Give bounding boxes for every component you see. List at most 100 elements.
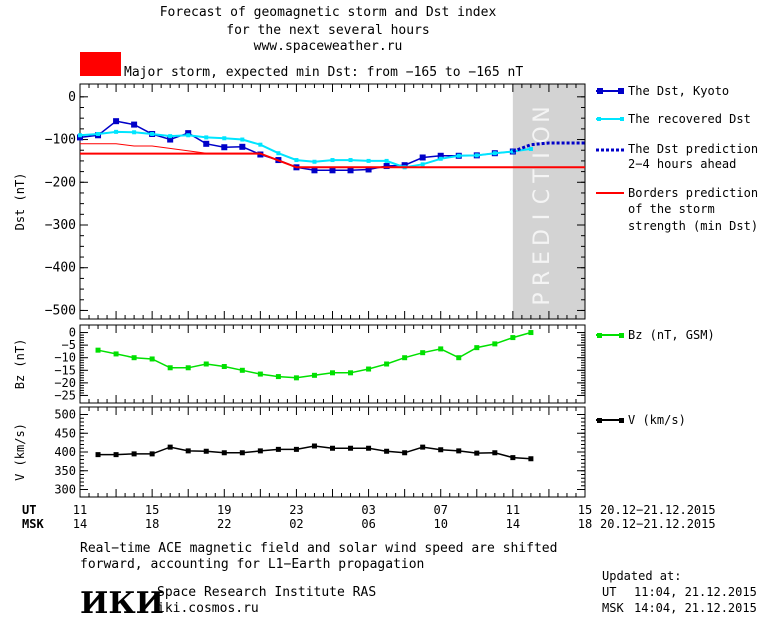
- data-point: [366, 158, 371, 163]
- title-line-1: Forecast of geomagnetic storm and Dst in…: [160, 5, 497, 20]
- data-point: [384, 158, 389, 163]
- storm-label: Major storm, expected min Dst: from −165…: [124, 65, 523, 80]
- data-point: [239, 367, 245, 373]
- data-point: [96, 131, 101, 136]
- data-point: [438, 156, 443, 161]
- data-point: [239, 450, 245, 456]
- legend-v-marker: [619, 418, 624, 423]
- data-point: [437, 152, 444, 159]
- legend-bz-marker: [619, 333, 624, 338]
- data-point: [221, 144, 228, 151]
- y-tick-label: −300: [45, 218, 76, 233]
- legend-borders-label-2: of the storm: [628, 202, 715, 216]
- data-point: [420, 350, 426, 356]
- data-point: [131, 355, 137, 361]
- data-point: [438, 447, 444, 453]
- data-point: [113, 118, 120, 125]
- prediction-letter: T: [530, 169, 555, 184]
- data-point: [402, 450, 408, 456]
- data-point: [257, 448, 263, 454]
- x-tick-label-ut: 15: [578, 503, 592, 517]
- legend-dst: The Dst, Kyoto: [596, 84, 729, 98]
- x-tick-label-ut: 15: [145, 503, 159, 517]
- data-point: [275, 374, 281, 380]
- x-tick-label-msk: 18: [145, 517, 159, 531]
- x-tick-labels: 11 15 19 23 03 07 11 15 14 18 22 02 06 10 14 18: [73, 503, 592, 531]
- data-point: [276, 151, 281, 156]
- data-point: [329, 167, 336, 174]
- data-point: [185, 130, 192, 137]
- data-point: [348, 370, 354, 376]
- legend-v-marker: [597, 418, 602, 423]
- x-axis-ut-label: UT: [22, 503, 36, 517]
- prediction-letter: E: [530, 251, 555, 265]
- data-point: [366, 445, 372, 451]
- series-line: [80, 143, 585, 168]
- data-point: [510, 455, 516, 461]
- data-point: [275, 446, 281, 452]
- legend-borders-label-1: Borders prediction: [628, 186, 758, 200]
- data-point: [474, 450, 480, 456]
- legend-dst-marker: [597, 88, 603, 94]
- data-point: [221, 450, 227, 456]
- data-point: [113, 351, 119, 357]
- data-point: [510, 335, 516, 341]
- panel-bz: 0−5−10−15−20−25 Bz (nT): [13, 324, 586, 404]
- data-point: [240, 137, 245, 142]
- data-point: [203, 361, 209, 367]
- x-tick-label-ut: 19: [217, 503, 231, 517]
- data-point: [474, 153, 479, 158]
- x-tick-label-msk: 14: [73, 517, 87, 531]
- data-point: [384, 361, 390, 367]
- x-tick-label-msk: 22: [217, 517, 231, 531]
- data-point: [312, 159, 317, 164]
- data-point: [420, 444, 426, 450]
- x-tick-label-ut: 11: [73, 503, 87, 517]
- x-tick-label-ut: 11: [506, 503, 520, 517]
- data-point: [113, 452, 119, 458]
- prediction-letter: O: [530, 126, 555, 143]
- series-line: [79, 130, 532, 169]
- x-axis-msk-range: 20.12−21.12.2015: [600, 517, 716, 531]
- updated-ut-label: UT: [602, 585, 616, 599]
- data-point: [402, 355, 408, 361]
- panel-frame: [79, 83, 586, 320]
- y-axis-label: V (km/s): [13, 423, 27, 481]
- data-point: [311, 443, 317, 449]
- data-point: [257, 371, 263, 377]
- footer-note-line-1: Real−time ACE magnetic field and solar w…: [80, 541, 557, 556]
- prediction-letter: I: [530, 214, 555, 221]
- prediction-letter: P: [530, 292, 555, 305]
- data-point: [348, 445, 354, 451]
- y-tick-label: 300: [54, 483, 76, 497]
- legend: The Dst, Kyoto The recovered Dst The Dst…: [596, 84, 758, 427]
- y-tick-label: −200: [45, 175, 76, 190]
- x-tick-label-ut: 07: [433, 503, 447, 517]
- legend-recovered-marker: [620, 117, 624, 121]
- data-point: [131, 451, 137, 457]
- legend-prediction: The Dst prediction 2−4 hours ahead: [596, 142, 758, 171]
- x-tick-label-msk: 06: [361, 517, 375, 531]
- legend-prediction-label-1: The Dst prediction: [628, 142, 758, 156]
- institute-site: iki.cosmos.ru: [157, 601, 259, 616]
- y-tick-label: −400: [45, 261, 76, 276]
- y-tick-label: −15: [54, 363, 76, 377]
- data-point: [330, 158, 335, 163]
- series-line: [512, 141, 585, 153]
- y-tick-label: −20: [54, 376, 76, 390]
- prediction-letter: D: [530, 229, 555, 246]
- updated-heading: Updated at:: [602, 569, 681, 583]
- series-line: [97, 331, 532, 379]
- institute-name: Space Research Institute RAS: [157, 585, 376, 600]
- data-point: [311, 372, 317, 378]
- panel-v: 500 450 400 350 300 V (km/s): [13, 406, 586, 498]
- legend-borders: Borders prediction of the storm strength…: [596, 186, 758, 233]
- prediction-letter: R: [530, 271, 555, 286]
- prediction-letter: N: [530, 106, 555, 122]
- x-tick-label-msk: 18: [578, 517, 592, 531]
- data-point: [132, 130, 137, 135]
- data-point: [78, 133, 82, 138]
- legend-borders-label-3: strength (min Dst): [628, 219, 758, 233]
- y-tick-label: −10: [54, 351, 76, 365]
- data-point: [492, 341, 498, 347]
